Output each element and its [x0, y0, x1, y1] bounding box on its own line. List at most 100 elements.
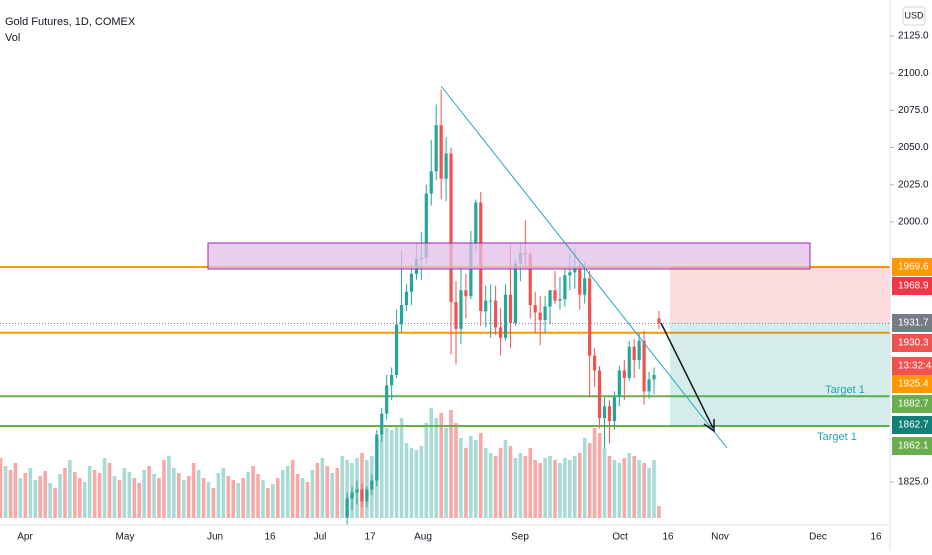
candle-body — [464, 290, 468, 297]
candle-body — [543, 306, 547, 320]
y-tick-label: 1825.0 — [898, 477, 929, 488]
candle-body — [474, 202, 478, 243]
y-tick-label: 2100.0 — [898, 68, 929, 79]
y-tick-label: 2050.0 — [898, 142, 929, 153]
volume-bar — [8, 470, 13, 518]
volume-bar — [137, 483, 141, 518]
volume-bar — [498, 448, 503, 518]
volume-bar — [162, 460, 166, 518]
volume-bar — [276, 478, 280, 518]
volume-bar — [290, 460, 295, 518]
candle-body — [583, 278, 587, 295]
volume-bar — [399, 418, 404, 518]
volume-bar — [642, 463, 646, 518]
volume-bar — [483, 448, 488, 518]
volume-bar — [53, 488, 57, 518]
price-tag-label: 1931.7 — [898, 318, 929, 329]
candle-body — [370, 480, 374, 490]
candle-body — [459, 290, 463, 329]
volume-bar — [63, 468, 67, 518]
volume-bar — [533, 460, 537, 518]
volume-bar — [28, 468, 33, 518]
volume-bar — [404, 443, 409, 518]
arrow-head — [703, 419, 715, 433]
price-tag — [892, 357, 932, 375]
stop-zone — [670, 267, 890, 323]
price-tag — [892, 258, 932, 276]
volume-bar — [201, 478, 206, 518]
volume-bar — [563, 458, 567, 518]
volume-bar — [280, 470, 285, 518]
volume-bar — [577, 453, 582, 518]
arrow — [660, 322, 714, 429]
x-tick-label: Jun — [207, 532, 223, 543]
volume-bar — [622, 458, 627, 518]
candle-body — [404, 291, 409, 306]
volume-bar — [58, 474, 62, 518]
x-tick-label: Aug — [414, 532, 432, 543]
volume-bar — [73, 472, 77, 518]
volume-bar — [493, 456, 498, 518]
candle-body — [647, 379, 651, 392]
candle-body — [528, 254, 532, 306]
x-tick-label: Nov — [711, 532, 729, 543]
volume-bar — [0, 458, 3, 518]
candle-body — [657, 318, 661, 324]
volume-bar — [454, 423, 458, 518]
candle-body — [484, 300, 488, 312]
candle-body — [627, 346, 631, 378]
volume-bar — [157, 478, 161, 518]
volume-bar — [409, 448, 414, 518]
candle-body — [395, 324, 399, 375]
volume-bar — [424, 423, 429, 518]
x-tick-label: May — [116, 532, 135, 543]
x-tick-label: Dec — [809, 532, 827, 543]
volume-bar — [429, 408, 434, 518]
volume-bar — [191, 463, 196, 518]
x-tick-label: 16 — [264, 532, 276, 543]
price-tag-label: 13:32:48 — [898, 361, 932, 372]
volume-bar — [419, 446, 424, 518]
chart-title: Gold Futures, 1D, COMEX — [5, 16, 136, 28]
volume-bar — [592, 428, 597, 518]
volume-bar — [335, 468, 339, 518]
candle-body — [578, 266, 582, 295]
volume-bar — [568, 460, 572, 518]
volume-bar — [18, 478, 23, 518]
volume-bar — [597, 433, 602, 518]
candle-body — [498, 327, 503, 338]
currency-box[interactable] — [902, 6, 926, 26]
y-tick-label: 2075.0 — [898, 105, 929, 116]
volume-bar — [241, 478, 245, 518]
volume-bar — [167, 456, 171, 518]
volume-bar — [152, 474, 156, 518]
candle-body — [494, 300, 498, 328]
volume-bar — [320, 458, 325, 518]
price-tag — [892, 314, 932, 332]
candle-body — [439, 125, 443, 179]
volume-bar — [543, 458, 547, 518]
y-tick-label: 2025.0 — [898, 179, 929, 190]
volume-bar — [384, 428, 389, 518]
price-tag — [892, 395, 932, 413]
volume-bar — [459, 438, 463, 518]
volume-bar — [523, 456, 528, 518]
volume-bar — [38, 476, 42, 518]
volume-bar — [340, 456, 344, 518]
volume-bar — [226, 476, 231, 518]
volume-bar — [528, 448, 533, 518]
price-tag-label: 1862.1 — [898, 441, 929, 452]
volume-bar — [449, 410, 453, 518]
volume-bar — [112, 476, 117, 518]
candle-body — [637, 340, 641, 361]
candle-body — [429, 171, 433, 194]
candle-body — [365, 489, 369, 502]
volume-bar — [573, 456, 577, 518]
candle-body — [355, 489, 359, 493]
price-tag-label: 1930.3 — [898, 338, 929, 349]
volume-bar — [295, 474, 300, 518]
candle-body — [597, 370, 602, 419]
candle-body — [409, 273, 414, 292]
volume-bar — [261, 480, 265, 518]
volume-bar — [266, 488, 270, 518]
